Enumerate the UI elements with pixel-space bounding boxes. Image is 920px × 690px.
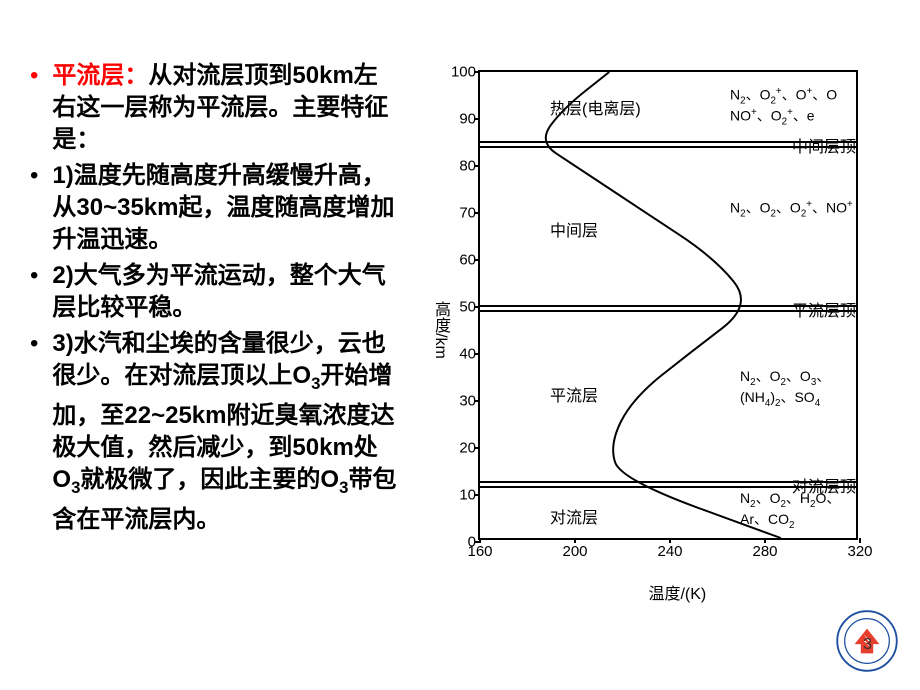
y-tick-mark: [475, 118, 480, 120]
bullet-item: • 1)温度先随高度升高缓慢升高，从30~35km起，温度随高度增加升温迅速。: [30, 160, 400, 256]
y-axis-label: 高度/km: [428, 301, 452, 359]
y-tick-label: 100: [450, 64, 476, 81]
bullet-item: • 平流层：从对流层顶到50km左右这一层称为平流层。主要特征是：: [30, 60, 400, 156]
composition-label: N2、O2、O3、(NH4)2、SO4: [740, 368, 830, 409]
bullet-dot-icon: •: [30, 60, 38, 92]
bullet-dot-icon: •: [30, 160, 38, 192]
boundary-label: 平流层顶: [792, 297, 856, 321]
x-tick-mark: [669, 538, 671, 543]
y-tick-mark: [475, 494, 480, 496]
x-tick-mark: [574, 538, 576, 543]
composition-label: N2、O2+、O+、ONO+、O2+、e: [730, 86, 837, 128]
x-tick-label: 280: [752, 543, 777, 560]
y-tick-label: 50: [450, 299, 476, 316]
plot-area: 0102030405060708090100160200240280320对流层…: [478, 70, 858, 540]
bullet-text: 2)大气多为平流运动，整个大气层比较平稳。: [52, 260, 400, 324]
bullet-dot-icon: •: [30, 260, 38, 292]
y-tick-mark: [475, 165, 480, 167]
layer-label: 热层(电离层): [550, 95, 641, 119]
y-tick-mark: [475, 447, 480, 449]
bullet-dot-icon: •: [30, 328, 38, 360]
atmosphere-chart: 高度/km 0102030405060708090100160200240280…: [420, 60, 900, 600]
y-tick-mark: [475, 71, 480, 73]
bullet-item: • 3)水汽和尘埃的含量很少，云也很少。在对流层顶以上O3开始增加，至22~25k…: [30, 328, 400, 536]
y-tick-label: 30: [450, 393, 476, 410]
y-tick-mark: [475, 212, 480, 214]
y-tick-label: 10: [450, 487, 476, 504]
x-tick-label: 200: [562, 543, 587, 560]
y-tick-label: 60: [450, 252, 476, 269]
chart-column: 高度/km 0102030405060708090100160200240280…: [410, 60, 900, 670]
y-tick-label: 70: [450, 205, 476, 222]
boundary-label: 中间层顶: [792, 133, 856, 157]
y-tick-label: 90: [450, 111, 476, 128]
x-tick-label: 160: [467, 543, 492, 560]
bullet-item: • 2)大气多为平流运动，整个大气层比较平稳。: [30, 260, 400, 324]
layer-label: 平流层: [550, 382, 598, 406]
y-tick-mark: [475, 400, 480, 402]
y-tick-label: 20: [450, 440, 476, 457]
layer-label: 对流层: [550, 504, 598, 528]
x-tick-mark: [479, 538, 481, 543]
x-tick-mark: [764, 538, 766, 543]
x-axis-label: 温度/(K): [648, 580, 706, 604]
bullet-text: 平流层：从对流层顶到50km左右这一层称为平流层。主要特征是：: [52, 60, 400, 156]
y-tick-mark: [475, 259, 480, 261]
y-tick-mark: [475, 353, 480, 355]
x-tick-mark: [859, 538, 861, 543]
bullet-text: 3)水汽和尘埃的含量很少，云也很少。在对流层顶以上O3开始增加，至22~25km…: [52, 328, 400, 536]
slide-container: • 平流层：从对流层顶到50km左右这一层称为平流层。主要特征是： • 1)温度先随高…: [0, 0, 920, 690]
bullet-text: 1)温度先随高度升高缓慢升高，从30~35km起，温度随高度增加升温迅速。: [52, 160, 400, 256]
text-column: • 平流层：从对流层顶到50km左右这一层称为平流层。主要特征是： • 1)温度先随高…: [30, 60, 410, 670]
composition-label: N2、O2、H2O、Ar、CO2: [740, 490, 840, 531]
layer-label: 中间层: [550, 217, 598, 241]
x-tick-label: 240: [657, 543, 682, 560]
y-tick-label: 80: [450, 158, 476, 175]
page-number: 3: [863, 636, 872, 654]
y-tick-label: 40: [450, 346, 476, 363]
composition-label: N2、O2、O2+、NO+: [730, 199, 853, 220]
x-tick-label: 320: [847, 543, 872, 560]
